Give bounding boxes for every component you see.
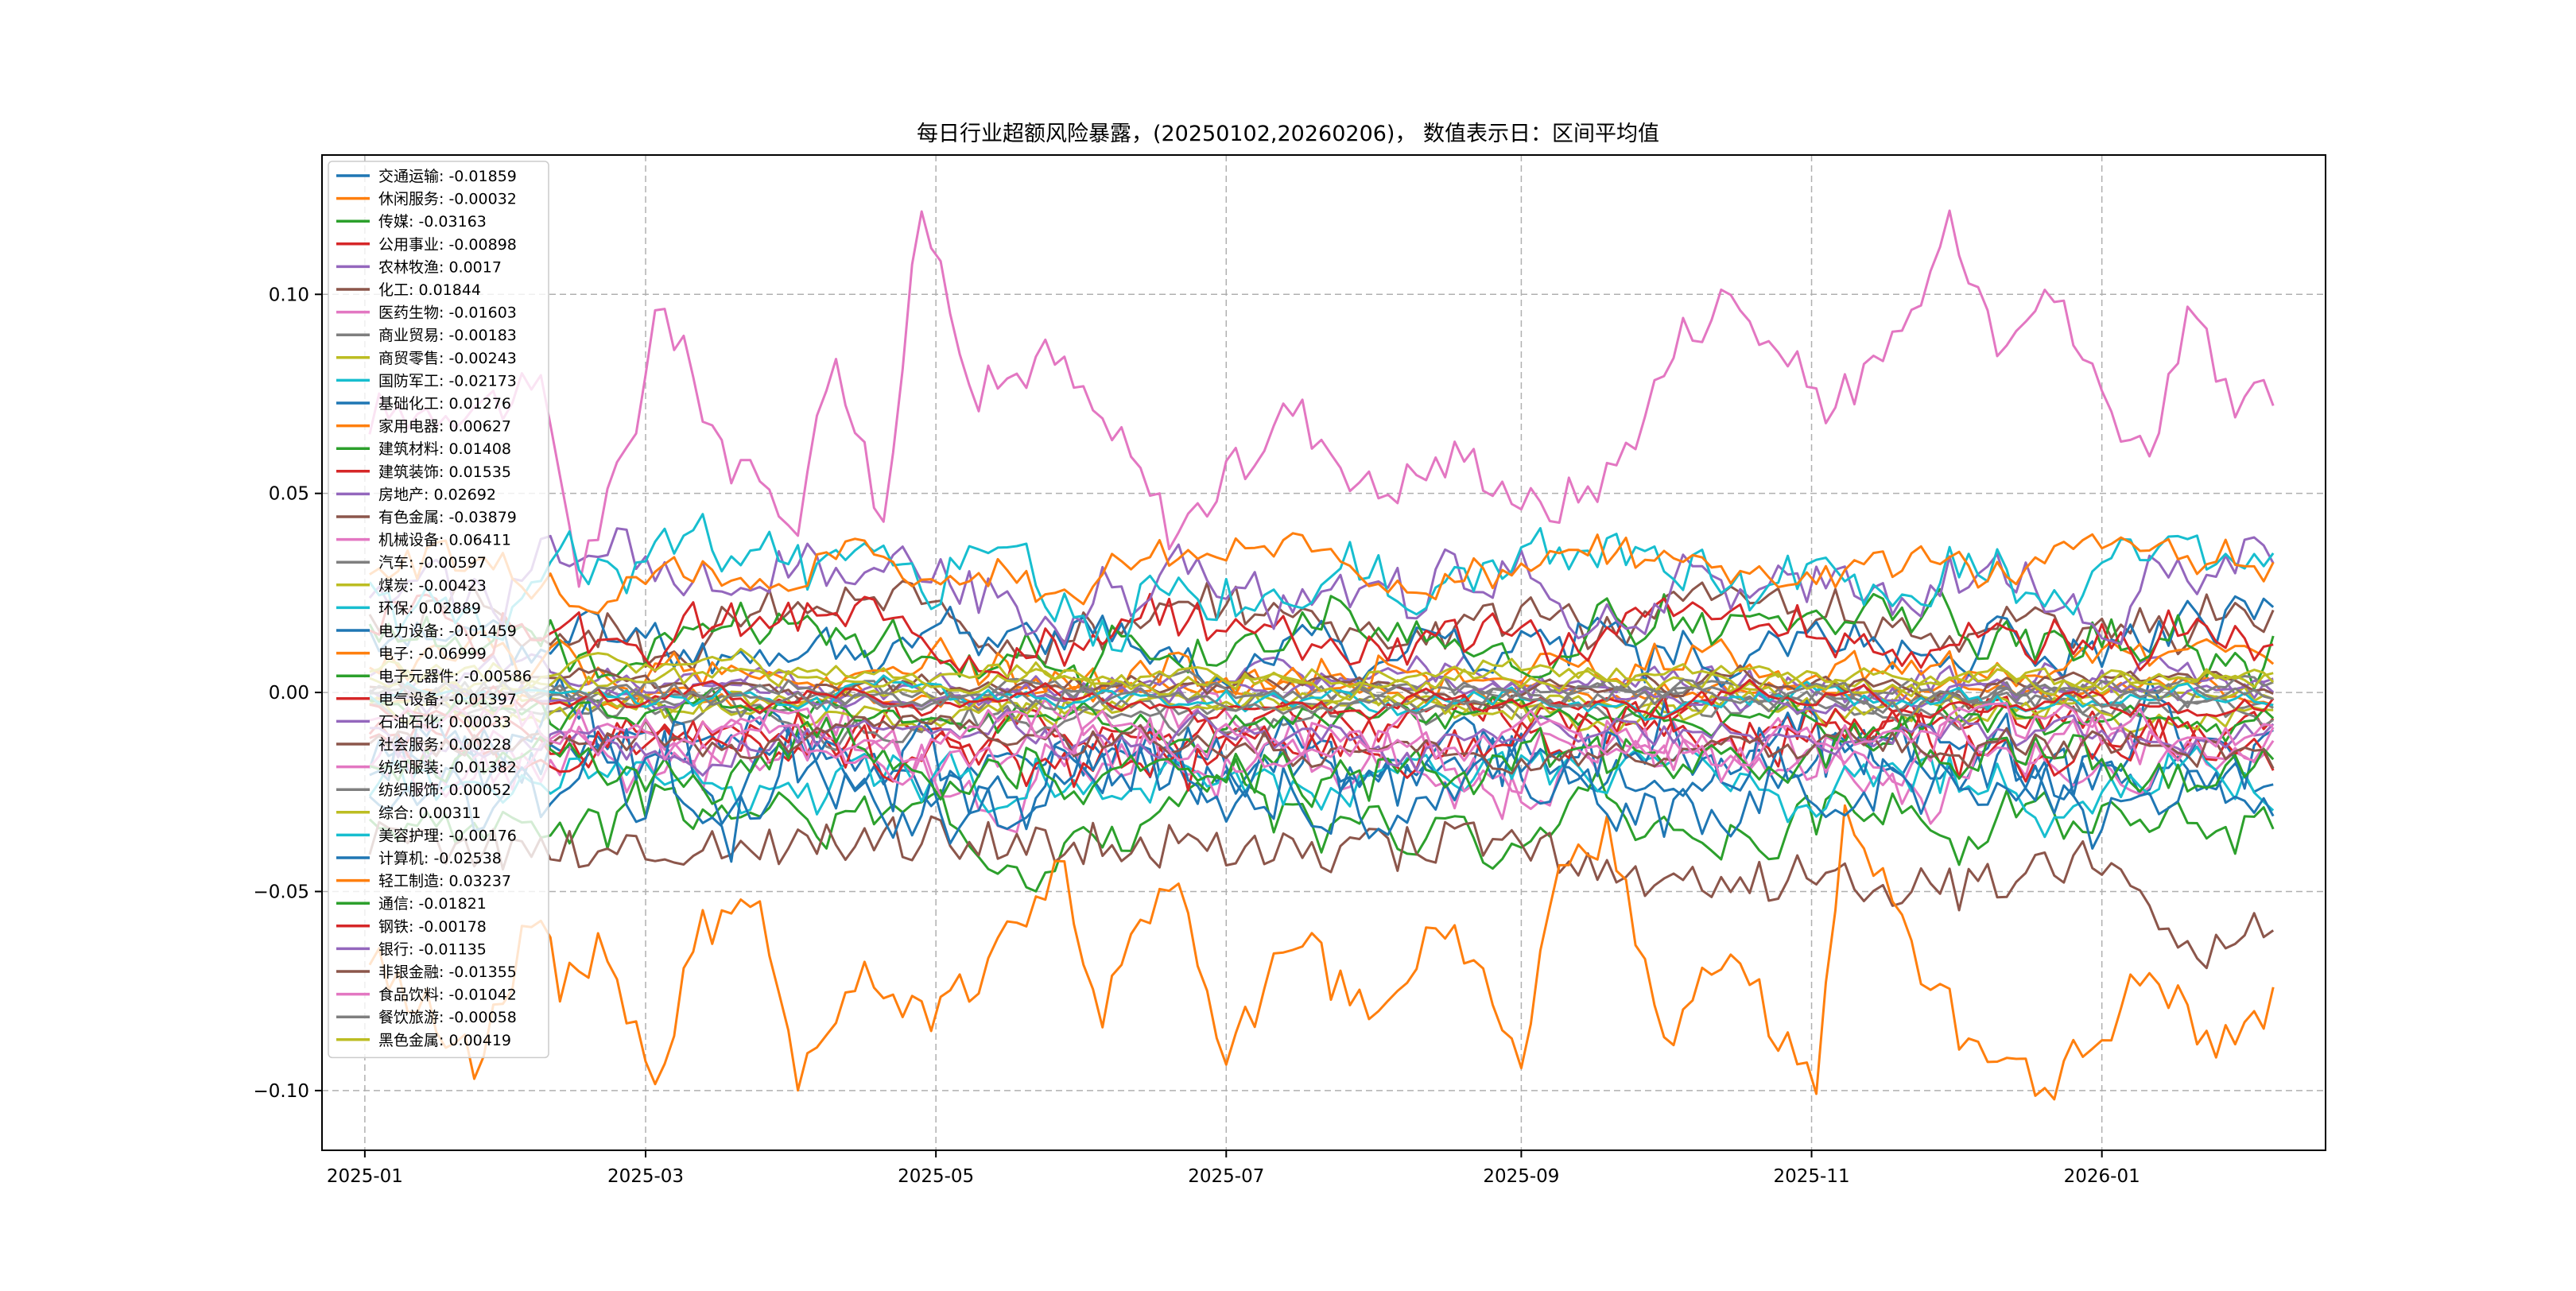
legend-entry: 石油石化: 0.00033 (378, 713, 511, 731)
axis-ticks: 2025-01 2025-03 2025-05 2025-07 2025-09 2025-… (254, 285, 2140, 1187)
series-line-29 (369, 660, 2275, 698)
series-line-30 (368, 674, 2274, 721)
legend-entry: 商业贸易: -0.00183 (378, 327, 517, 344)
series-line-3 (368, 758, 2275, 893)
series-line-14 (369, 592, 2274, 681)
legend-entry: 房地产: 0.02692 (378, 486, 496, 503)
legend-entry: 基础化工: 0.01276 (378, 395, 511, 413)
legend-entry: 电力设备: -0.01459 (378, 622, 517, 640)
legend-entry: 化工: 0.01844 (378, 281, 481, 299)
legend-entry: 食品饮料: -0.01042 (378, 987, 517, 1004)
series-line-13 (368, 587, 2275, 693)
legend-entry: 商贸零售: -0.00243 (378, 350, 517, 367)
legend-entry: 餐饮旅游: -0.00058 (378, 1009, 517, 1026)
legend-entry: 黑色金属: 0.00419 (378, 1032, 511, 1049)
legend-box (328, 161, 549, 1059)
legend-entry: 钢铁: -0.00178 (378, 918, 487, 936)
legend-entry: 机械设备: 0.06411 (378, 532, 511, 549)
x-tick-label: 2025-05 (898, 1166, 974, 1187)
series-line-28 (369, 669, 2274, 711)
series-line-15 (368, 527, 2275, 646)
y-tick-label: −0.10 (254, 1081, 309, 1102)
legend-entry: 计算机: -0.02538 (378, 850, 502, 867)
series-line-24 (368, 694, 2275, 792)
series-line-35 (369, 708, 2275, 777)
legend-entry: 建筑材料: 0.01408 (378, 440, 511, 458)
legend-entry: 建筑装饰: 0.01535 (378, 463, 511, 481)
series-line-11 (368, 595, 2275, 695)
x-tick-label: 2026-01 (2064, 1166, 2140, 1187)
series-line-32 (369, 532, 2275, 614)
series-line-22 (368, 804, 2275, 1101)
series-line-17 (368, 209, 2275, 588)
series-line-37 (369, 692, 2274, 771)
y-tick-label: 0.10 (269, 285, 309, 305)
legend-entry: 环保: 0.02889 (378, 599, 481, 617)
legend-entry: 美容护理: -0.00176 (378, 827, 517, 844)
legend-entry: 社会服务: 0.00228 (378, 736, 511, 754)
legend-entry: 综合: 0.00311 (378, 804, 481, 822)
legend-entry: 公用事业: -0.00898 (378, 236, 517, 254)
y-tick-label: −0.05 (254, 882, 309, 902)
series-line-33 (369, 714, 2275, 808)
legend-entry: 国防军工: -0.02173 (378, 372, 517, 390)
series-line-39 (369, 647, 2274, 701)
legend-entry: 电子元器件: -0.00586 (378, 668, 532, 685)
series-line-10 (368, 745, 2275, 839)
y-tick-label: 0.05 (269, 484, 309, 505)
x-tick-label: 2025-07 (1188, 1166, 1264, 1187)
y-tick-label: 0.00 (269, 683, 309, 704)
series-lines (368, 209, 2275, 1101)
legend: 交通运输: -0.01859 休闲服务: -0.00032 传媒: -0.03163… (328, 161, 549, 1059)
legend-entry: 非银金融: -0.01355 (378, 963, 517, 981)
legend-entry: 电气设备: -0.01397 (378, 691, 517, 708)
legend-entry: 纺织服饰: 0.00052 (378, 781, 511, 799)
legend-entry: 轻工制造: 0.03237 (378, 873, 511, 890)
chart-title: 每日行业超额风险暴露，(20250102,20260206)， 数值表示日：区间… (917, 122, 1659, 146)
series-line-38 (369, 678, 2274, 717)
legend-entry: 家用电器: 0.00627 (378, 418, 511, 436)
series-line-16 (368, 815, 2275, 970)
x-tick-label: 2025-01 (327, 1166, 403, 1187)
series-line-27 (368, 697, 2275, 801)
legend-entry: 煤炭: -0.00423 (378, 577, 487, 595)
legend-entry: 交通运输: -0.01859 (378, 168, 517, 185)
legend-entry: 纺织服装: -0.01382 (378, 759, 517, 777)
legend-entry: 银行: -0.01135 (378, 940, 487, 958)
x-tick-label: 2025-09 (1483, 1166, 1559, 1187)
series-line-34 (369, 678, 2275, 723)
legend-entry: 电子: -0.06999 (378, 646, 487, 663)
legend-entry: 有色金属: -0.03879 (378, 509, 517, 526)
series-line-20 (368, 513, 2275, 653)
legend-entry: 汽车: -0.00597 (378, 554, 487, 572)
x-tick-label: 2025-03 (607, 1166, 684, 1187)
x-tick-label: 2025-11 (1773, 1166, 1849, 1187)
series-line-12 (369, 629, 2275, 708)
legend-entry: 传媒: -0.03163 (378, 213, 487, 231)
plot-frame (321, 154, 2326, 1151)
legend-entry: 农林牧渔: 0.0017 (378, 258, 502, 276)
legend-entry: 医药生物: -0.01603 (378, 304, 517, 322)
legend-entry: 通信: -0.01821 (378, 895, 487, 913)
legend-entry: 休闲服务: -0.00032 (378, 191, 517, 208)
